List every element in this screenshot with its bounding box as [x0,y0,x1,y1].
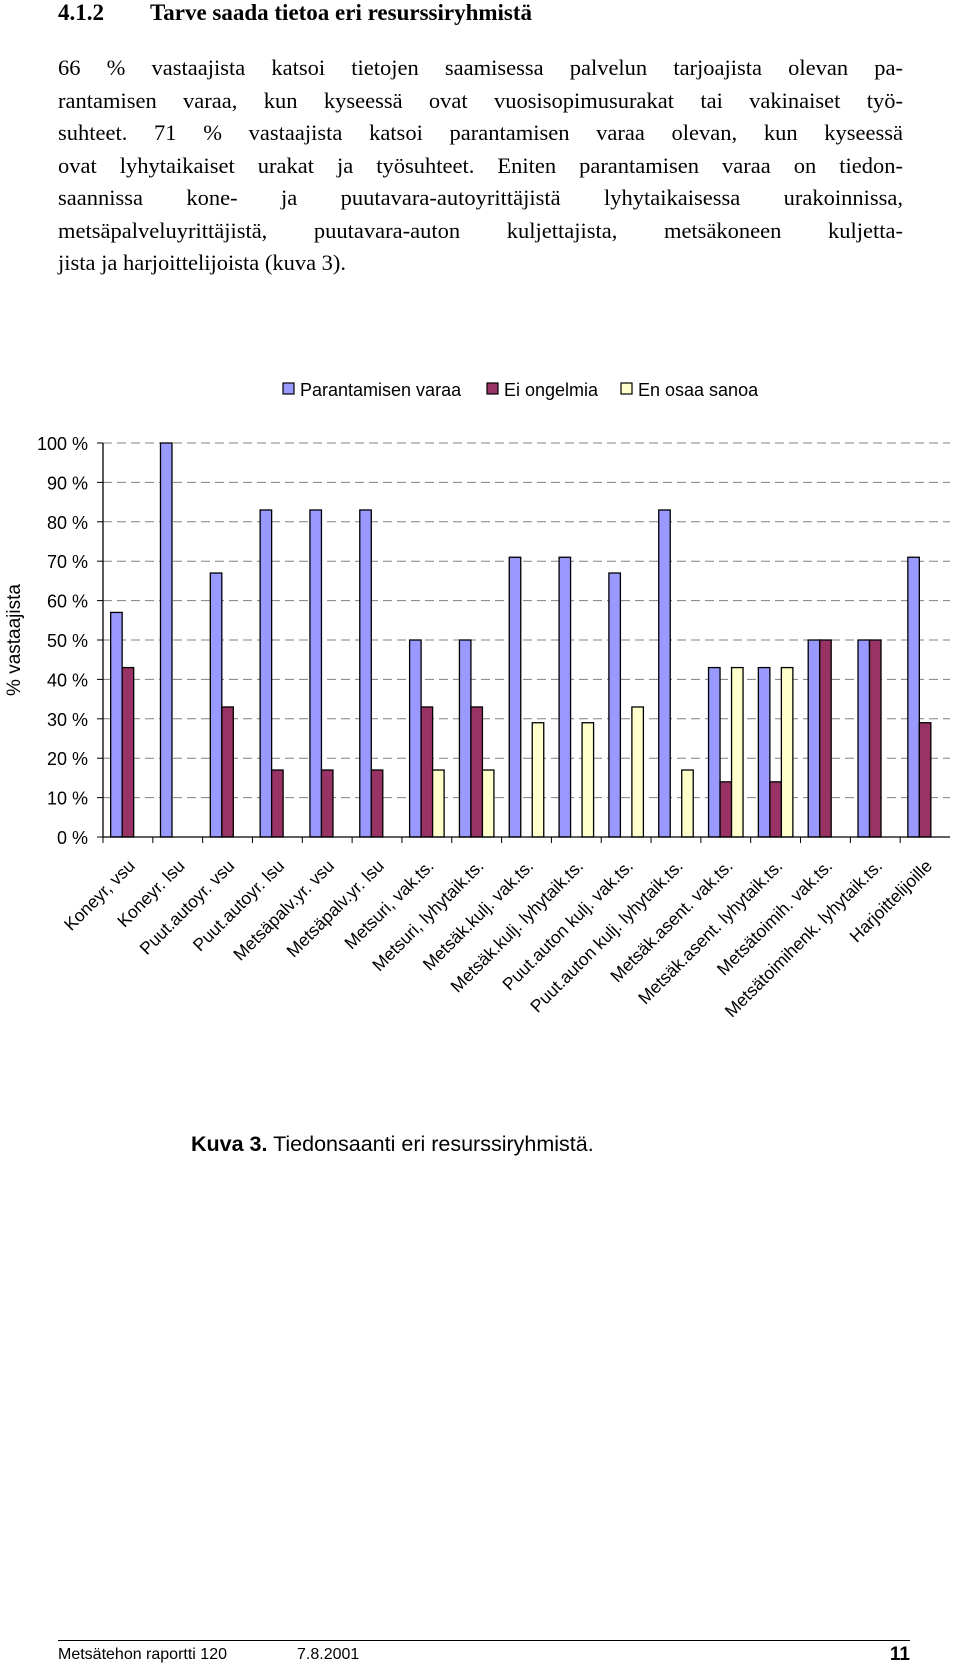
bar-en-osaa-sanoa [531,722,545,838]
y-tick-label: 40 % [47,670,88,690]
bar-parantamisen-varaa [259,509,273,838]
bar-en-osaa-sanoa [581,722,595,838]
bar-ei-ongelmia [420,706,434,838]
bar-ei-ongelmia [819,639,832,838]
paragraph-line: 66 % vastaajista katsoi tietojen saamise… [58,55,903,80]
paragraph-line: saannissa kone- ja puutavara-autoyrittäj… [58,185,903,210]
body-paragraph: 66 % vastaajista katsoi tietojen saamise… [58,52,903,280]
bar-ei-ongelmia [470,706,484,838]
bar-parantamisen-varaa [359,509,372,838]
bar-ei-ongelmia [868,639,882,838]
bar-en-osaa-sanoa [431,769,445,838]
bar-ei-ongelmia [370,769,384,838]
bar-parantamisen-varaa [907,556,920,838]
y-tick-label: 20 % [47,749,88,769]
legend-label: En osaa sanoa [638,380,759,400]
bar-ei-ongelmia [121,666,135,838]
footer-report-name: Metsätehon raportti 120 [58,1646,227,1663]
y-tick-label: 100 % [37,434,88,454]
bar-ei-ongelmia [320,769,334,838]
bar-en-osaa-sanoa [681,769,694,838]
paragraph-line: jista ja harjoittelijoista (kuva 3). [58,250,347,275]
bar-parantamisen-varaa [408,639,422,838]
legend-label: Ei ongelmia [504,380,599,400]
page-number: 11 [889,1644,910,1665]
bar-ei-ongelmia [719,781,733,838]
bar-ei-ongelmia [270,769,284,838]
bar-ei-ongelmia [918,722,932,838]
bar-chart: 0 % 10 % 20 % 30 % 40 % 50 % 60 % 70 % 80 % 90 % 1… [4,380,950,1021]
footer-divider [58,1640,910,1641]
bar-parantamisen-varaa [707,666,721,838]
bar-en-osaa-sanoa [780,666,794,838]
legend-swatch [486,382,499,395]
bar-ei-ongelmia [221,706,234,838]
footer-date: 7.8.2001 [297,1646,360,1663]
caption-label: Kuva 3. [191,1132,268,1156]
bar-parantamisen-varaa [159,442,173,838]
bar-en-osaa-sanoa [481,769,495,838]
legend-label: Parantamisen varaa [300,380,462,400]
bar-parantamisen-varaa [757,666,771,838]
y-tick-label: 50 % [47,631,88,651]
bar-parantamisen-varaa [508,556,522,838]
bar-parantamisen-varaa [209,572,223,838]
y-tick-label: 0 % [57,828,88,848]
paragraph-line: metsäpalveluyrittäjistä, puutavara-auton… [58,217,903,243]
caption-text: Tiedonsaanti eri resurssiryhmistä. [267,1132,594,1156]
y-tick-label: 60 % [47,592,88,612]
section-title: Tarve saada tietoa eri resurssiryhmistä [150,0,533,25]
axes [97,442,950,843]
bar-parantamisen-varaa [658,509,671,838]
y-tick-label: 10 % [47,789,88,809]
legend-swatch [282,382,295,395]
section-number: 4.1.2 [58,0,104,25]
y-tick-labels: 0 % 10 % 20 % 30 % 40 % 50 % 60 % 70 % 80 % 90 % 1… [37,434,88,848]
bar-parantamisen-varaa [110,611,123,838]
legend-swatch [620,382,633,395]
bar-en-osaa-sanoa [631,706,645,838]
y-tick-label: 30 % [47,710,88,730]
bar-parantamisen-varaa [558,556,572,838]
paragraph-line: suhteet. 71 % vastaajista katsoi paranta… [58,120,903,145]
bar-parantamisen-varaa [309,509,323,838]
y-tick-label: 70 % [47,552,88,572]
bar-parantamisen-varaa [458,639,472,838]
figure-caption: Kuva 3. Tiedonsaanti eri resurssiryhmist… [191,1132,594,1157]
section-heading: 4.1.2 Tarve saada tietoa eri resurssiryhm… [58,0,532,26]
y-axis-label: % vastaajista [4,584,25,696]
bars [110,442,932,838]
bar-en-osaa-sanoa [730,666,744,838]
bar-ei-ongelmia [769,781,783,838]
bar-parantamisen-varaa [608,572,622,838]
legend: Parantamisen varaa Ei ongelmia En osaa san… [282,380,759,400]
paragraph-line: rantamisen varaa, kun kyseessä ovat vuos… [58,87,903,113]
bar-parantamisen-varaa [857,639,871,838]
paragraph-line: ovat lyhytaikaiset urakat ja työsuhteet.… [58,152,903,178]
y-tick-label: 80 % [47,513,88,533]
bar-parantamisen-varaa [807,639,821,838]
x-tick-label: Metsuri, vak.ts. [340,856,437,953]
y-tick-label: 90 % [47,473,88,493]
